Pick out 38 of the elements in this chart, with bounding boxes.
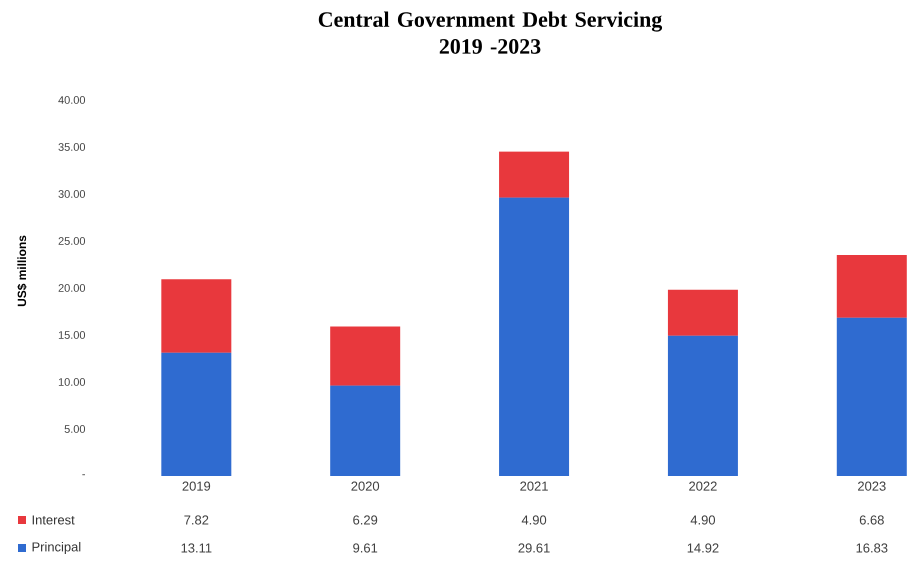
data-label: 4.90 bbox=[522, 515, 546, 525]
y-tick-label: 20.00 bbox=[58, 284, 86, 292]
y-tick-label: 30.00 bbox=[58, 190, 86, 198]
bar bbox=[499, 152, 570, 198]
bar bbox=[161, 352, 232, 476]
bar bbox=[668, 290, 738, 336]
x-tick-label: 2023 bbox=[858, 482, 886, 491]
legend-label: Interest bbox=[32, 515, 75, 525]
data-label: 6.68 bbox=[860, 515, 884, 525]
bar bbox=[330, 326, 400, 386]
x-tick-label: 2021 bbox=[520, 482, 548, 491]
y-tick-label: 15.00 bbox=[58, 331, 86, 339]
bar bbox=[836, 255, 907, 318]
data-label: 13.11 bbox=[182, 543, 212, 553]
data-label: 16.83 bbox=[856, 543, 888, 553]
data-label: 29.61 bbox=[518, 543, 550, 553]
bar bbox=[499, 198, 570, 476]
data-label: 4.90 bbox=[690, 515, 716, 525]
y-tick-label: 5.00 bbox=[64, 425, 86, 433]
y-tick-label: 40.00 bbox=[58, 96, 86, 104]
bar bbox=[836, 318, 907, 476]
chart-title: Central Government Debt Servicing 2019 -2023 bbox=[318, 12, 662, 54]
x-tick-label: 2020 bbox=[351, 482, 380, 491]
x-tick-label: 2019 bbox=[182, 482, 210, 491]
data-label: 6.29 bbox=[353, 515, 378, 525]
bar bbox=[161, 279, 232, 353]
y-tick-label: - bbox=[82, 474, 85, 476]
bar bbox=[330, 386, 400, 476]
y-tick-label: 10.00 bbox=[58, 378, 86, 386]
y-axis-title: US$ millions bbox=[17, 236, 27, 306]
y-tick-label: 25.00 bbox=[58, 237, 86, 245]
data-label: 7.82 bbox=[184, 515, 208, 525]
bar bbox=[668, 336, 738, 476]
data-label: 9.61 bbox=[353, 543, 378, 553]
x-tick-label: 2022 bbox=[689, 482, 717, 491]
data-label: 14.92 bbox=[688, 543, 718, 553]
legend-label: Principal bbox=[32, 542, 80, 554]
y-tick-label: 35.00 bbox=[58, 143, 86, 151]
